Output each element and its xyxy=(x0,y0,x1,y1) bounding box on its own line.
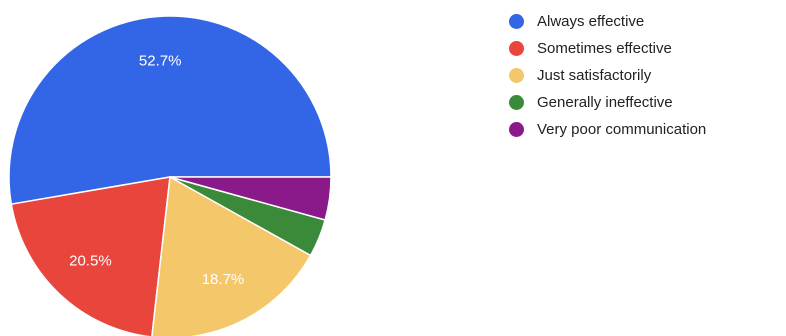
pie-slice-very-poor-communication xyxy=(169,176,332,221)
pie-slice-sometimes-effective xyxy=(10,176,171,336)
legend-label: Always effective xyxy=(537,13,645,30)
pie-slice-always-effective xyxy=(8,15,332,206)
legend-swatch-icon xyxy=(509,95,524,110)
slice-label-just-satisfactorily: 18.7% xyxy=(202,271,245,288)
legend-label: Generally ineffective xyxy=(537,94,673,111)
legend-swatch-icon xyxy=(509,41,524,56)
slice-label-always-effective: 52.7% xyxy=(139,52,182,69)
pie-slices xyxy=(8,15,332,336)
legend-item-just-satisfactorily: Just satisfactorily xyxy=(509,62,706,89)
legend-item-sometimes-effective: Sometimes effective xyxy=(509,35,706,62)
legend-item-always-effective: Always effective xyxy=(509,8,706,35)
legend-item-very-poor-communication: Very poor communication xyxy=(509,116,706,143)
legend-label: Very poor communication xyxy=(537,121,707,138)
pie-slice-just-satisfactorily xyxy=(151,175,312,336)
legend-label: Just satisfactorily xyxy=(537,67,652,84)
legend-item-generally-ineffective: Generally ineffective xyxy=(509,89,706,116)
pie-slice-labels: 52.7% 20.5% 18.7% xyxy=(69,52,244,288)
legend-swatch-icon xyxy=(509,68,524,83)
legend-label: Sometimes effective xyxy=(537,40,672,57)
slice-label-sometimes-effective: 20.5% xyxy=(69,252,112,269)
legend-swatch-icon xyxy=(509,122,524,137)
legend: Always effective Sometimes effective Just … xyxy=(509,8,706,143)
legend-swatch-icon xyxy=(509,14,524,29)
